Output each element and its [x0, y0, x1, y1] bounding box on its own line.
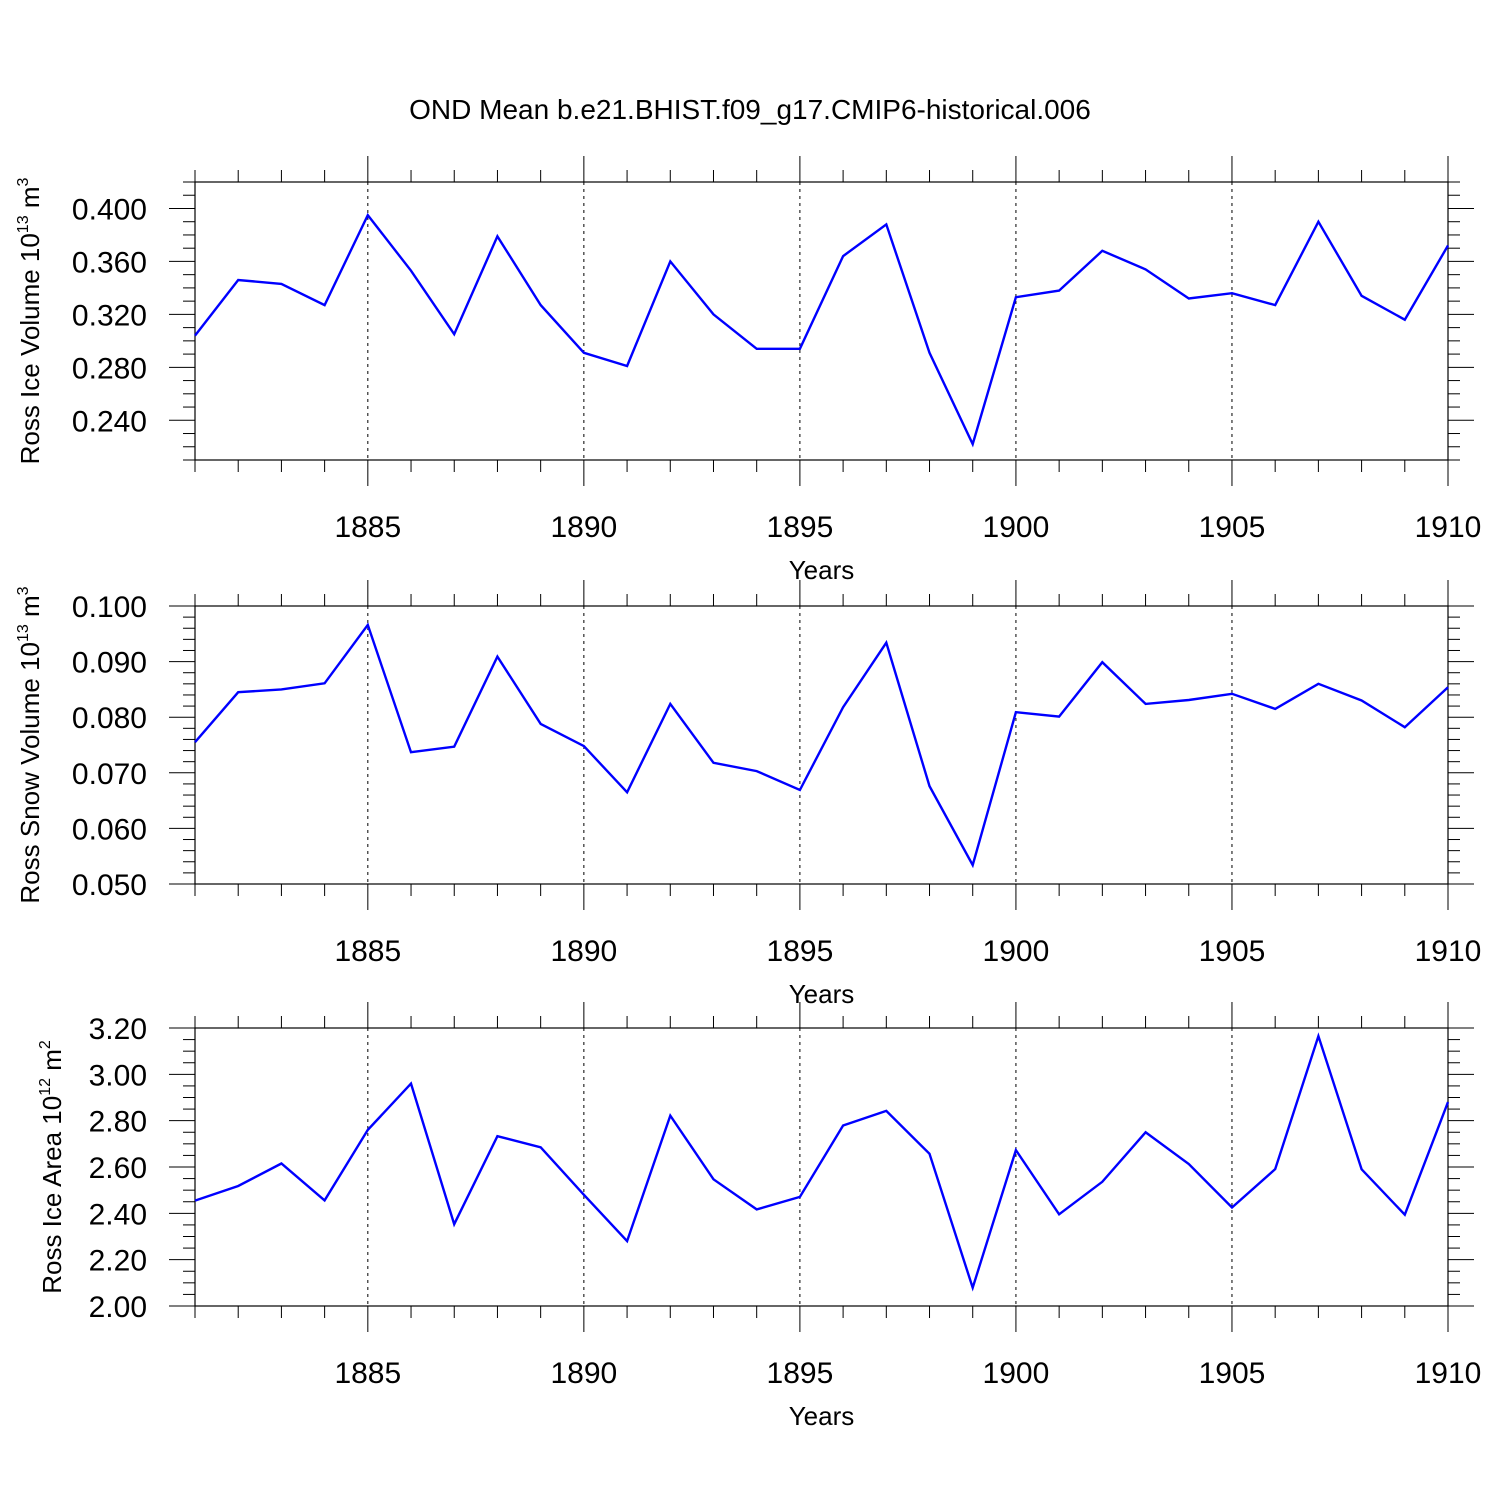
y-tick-label: 0.100 — [72, 591, 147, 624]
x-tick-label: 1905 — [1199, 935, 1266, 968]
y-tick-label: 0.360 — [72, 246, 147, 279]
y-axis-title: Ross Ice Area 1012 m2 — [37, 1040, 67, 1294]
y-tick-label: 0.080 — [72, 702, 147, 735]
x-tick-label: 1885 — [334, 935, 401, 968]
x-tick-label: 1895 — [767, 511, 834, 544]
x-tick-label: 1890 — [550, 511, 617, 544]
y-tick-label: 2.40 — [89, 1198, 147, 1231]
y-tick-label: 0.060 — [72, 813, 147, 846]
y-tick-label: 0.090 — [72, 647, 147, 680]
y-tick-label: 0.320 — [72, 299, 147, 332]
y-tick-label: 2.00 — [89, 1291, 147, 1324]
x-tick-label: 1900 — [983, 1357, 1050, 1390]
x-tick-label: 1885 — [334, 511, 401, 544]
x-tick-label: 1900 — [983, 935, 1050, 968]
y-tick-label: 0.050 — [72, 869, 147, 902]
y-tick-label: 0.280 — [72, 352, 147, 385]
y-tick-label: 2.80 — [89, 1106, 147, 1139]
plot-frame — [194, 1027, 1449, 1307]
chart-panel-1: 1885 1890 1895 1900 1905 1910 Years 0.240 0.280 0… — [15, 156, 1481, 585]
y-tick-label: 3.20 — [89, 1013, 147, 1046]
series-line — [194, 212, 1450, 448]
x-tick-label: 1890 — [550, 935, 617, 968]
series-line — [194, 622, 1449, 869]
y-tick-label: 3.00 — [89, 1059, 147, 1092]
x-axis-title: Years — [789, 555, 855, 585]
x-tick-label: 1895 — [767, 935, 834, 968]
y-tick-label: 0.400 — [72, 193, 147, 226]
y-axis-title: Ross Ice Volume 1013 m3 — [15, 177, 45, 464]
y-tick-label: 2.60 — [89, 1152, 147, 1185]
chart-panel-2: 1885 1890 1895 1900 1905 1910 Years 0.050 0.060 0… — [15, 580, 1481, 1009]
x-axis-title: Years — [789, 1401, 855, 1431]
y-tick-label: 2.20 — [89, 1245, 147, 1278]
x-tick-label: 1910 — [1415, 935, 1482, 968]
x-tick-label: 1905 — [1199, 511, 1266, 544]
chart-panel-3: 1885 1890 1895 1900 1905 1910 Years 2.00 2.20 2.4… — [37, 1002, 1481, 1431]
x-tick-label: 1900 — [983, 511, 1050, 544]
x-tick-label: 1910 — [1415, 511, 1482, 544]
plot-frame — [194, 181, 1449, 461]
chart-title: OND Mean b.e21.BHIST.f09_g17.CMIP6-histo… — [409, 94, 1091, 125]
x-tick-label: 1890 — [550, 1357, 617, 1390]
x-tick-label: 1910 — [1415, 1357, 1482, 1390]
x-axis-title: Years — [789, 979, 855, 1009]
x-tick-label: 1895 — [767, 1357, 834, 1390]
y-axis-title: Ross Snow Volume 1013 m3 — [15, 586, 45, 903]
y-tick-label: 0.070 — [72, 758, 147, 791]
x-tick-label: 1905 — [1199, 1357, 1266, 1390]
plot-frame — [194, 605, 1449, 885]
x-tick-label: 1885 — [334, 1357, 401, 1390]
series-line — [194, 1032, 1450, 1292]
y-tick-label: 0.240 — [72, 405, 147, 438]
